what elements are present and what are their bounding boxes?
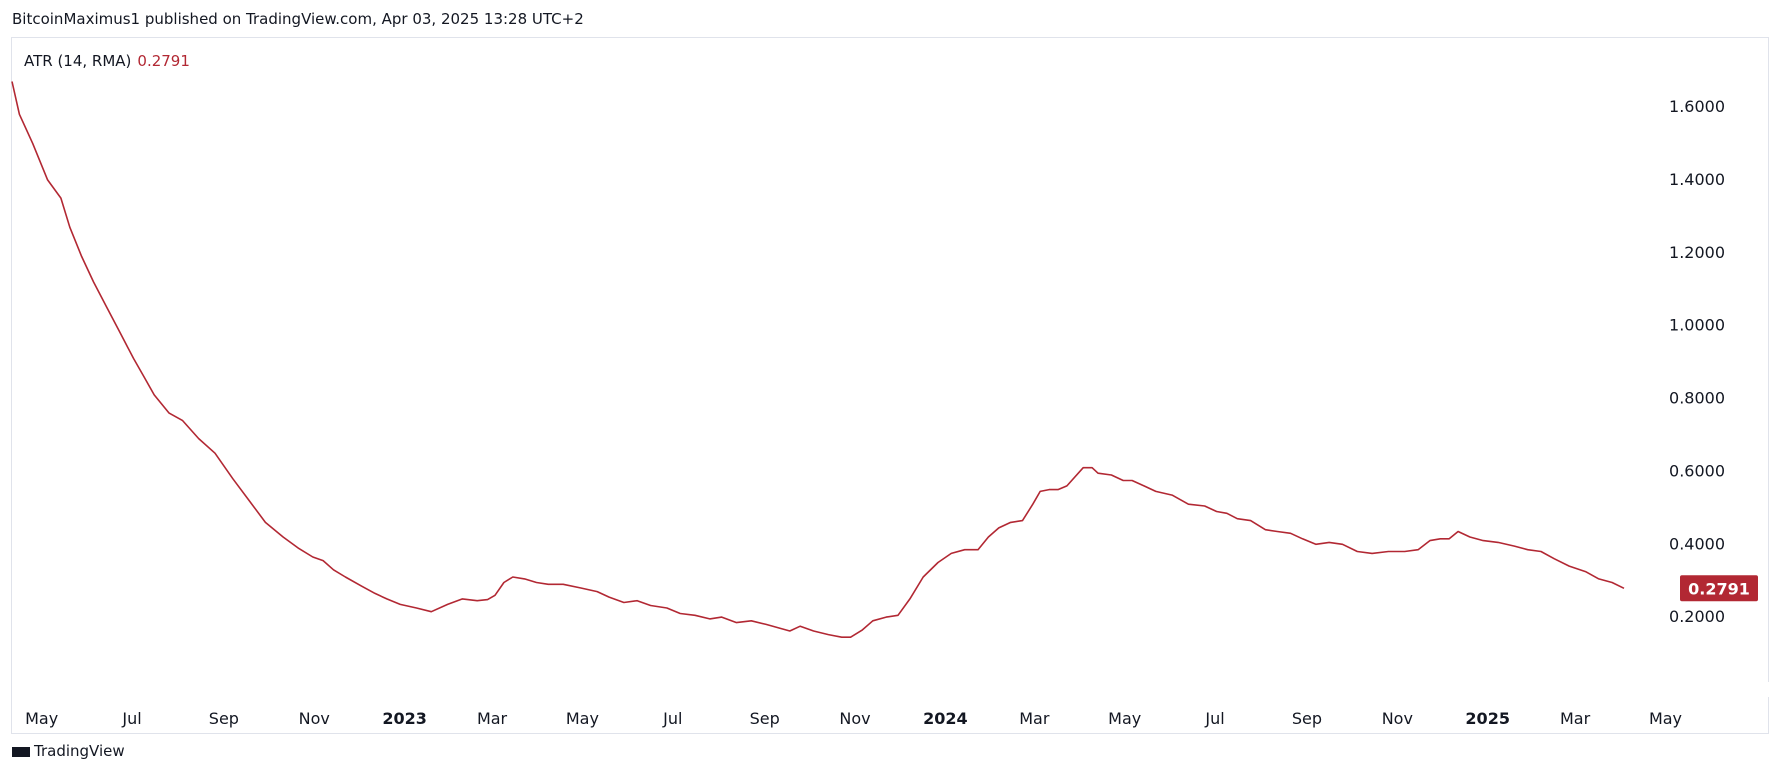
x-tick-label: Sep <box>209 709 239 728</box>
x-axis: May Jul Sep Nov 2023 Mar May Jul Sep Nov 2024 Mar Ma… <box>25 709 1682 728</box>
tradingview-logo-text: TradingView <box>34 742 125 760</box>
atr-series-line <box>11 81 1625 639</box>
x-tick-label: Mar <box>477 709 508 728</box>
x-tick-label: Sep <box>1292 709 1322 728</box>
y-tick-label: 0.4000 <box>1669 534 1725 553</box>
tradingview-logo-icon <box>12 746 30 757</box>
last-value-label: 0.2791 <box>1688 579 1750 598</box>
y-tick-label: 1.2000 <box>1669 243 1725 262</box>
x-tick-label: 2025 <box>1465 709 1510 728</box>
y-tick-label: 1.6000 <box>1669 97 1725 116</box>
y-tick-label: 0.6000 <box>1669 461 1725 480</box>
indicator-value: 0.2791 <box>137 52 190 70</box>
publisher-header: BitcoinMaximus1 published on TradingView… <box>12 10 584 28</box>
y-tick-label: 0.8000 <box>1669 389 1725 408</box>
x-tick-label: May <box>1108 709 1141 728</box>
last-value-marker: 0.2791 <box>1680 575 1758 602</box>
x-tick-label: May <box>25 709 58 728</box>
chart-frame <box>11 37 1769 734</box>
indicator-name: ATR (14, RMA) <box>24 52 132 70</box>
y-tick-label: 0.2000 <box>1669 607 1725 626</box>
x-tick-label: Jul <box>1204 709 1224 728</box>
x-tick-label: 2023 <box>382 709 427 728</box>
y-tick-label: 1.0000 <box>1669 316 1725 335</box>
last-value-badge <box>1680 575 1758 602</box>
y-axis: 1.6000 1.4000 1.2000 1.0000 0.8000 0.6000 0.40… <box>1600 97 1770 699</box>
y-axis-clip <box>1600 682 1770 697</box>
x-tick-label: Jul <box>121 709 141 728</box>
x-tick-label: 2024 <box>923 709 968 728</box>
x-tick-label: Sep <box>750 709 780 728</box>
x-tick-label: May <box>566 709 599 728</box>
x-tick-label: Mar <box>1560 709 1591 728</box>
series-layer <box>11 81 1625 639</box>
x-tick-label: May <box>1649 709 1682 728</box>
x-tick-label: Nov <box>839 709 870 728</box>
y-tick-label: 1.4000 <box>1669 170 1725 189</box>
x-tick-label: Nov <box>1382 709 1413 728</box>
footer-logo: TradingView <box>12 742 125 760</box>
x-tick-label: Nov <box>299 709 330 728</box>
x-tick-label: Mar <box>1019 709 1050 728</box>
indicator-legend[interactable]: ATR (14, RMA) 0.2791 <box>24 52 190 70</box>
x-tick-label: Jul <box>662 709 682 728</box>
